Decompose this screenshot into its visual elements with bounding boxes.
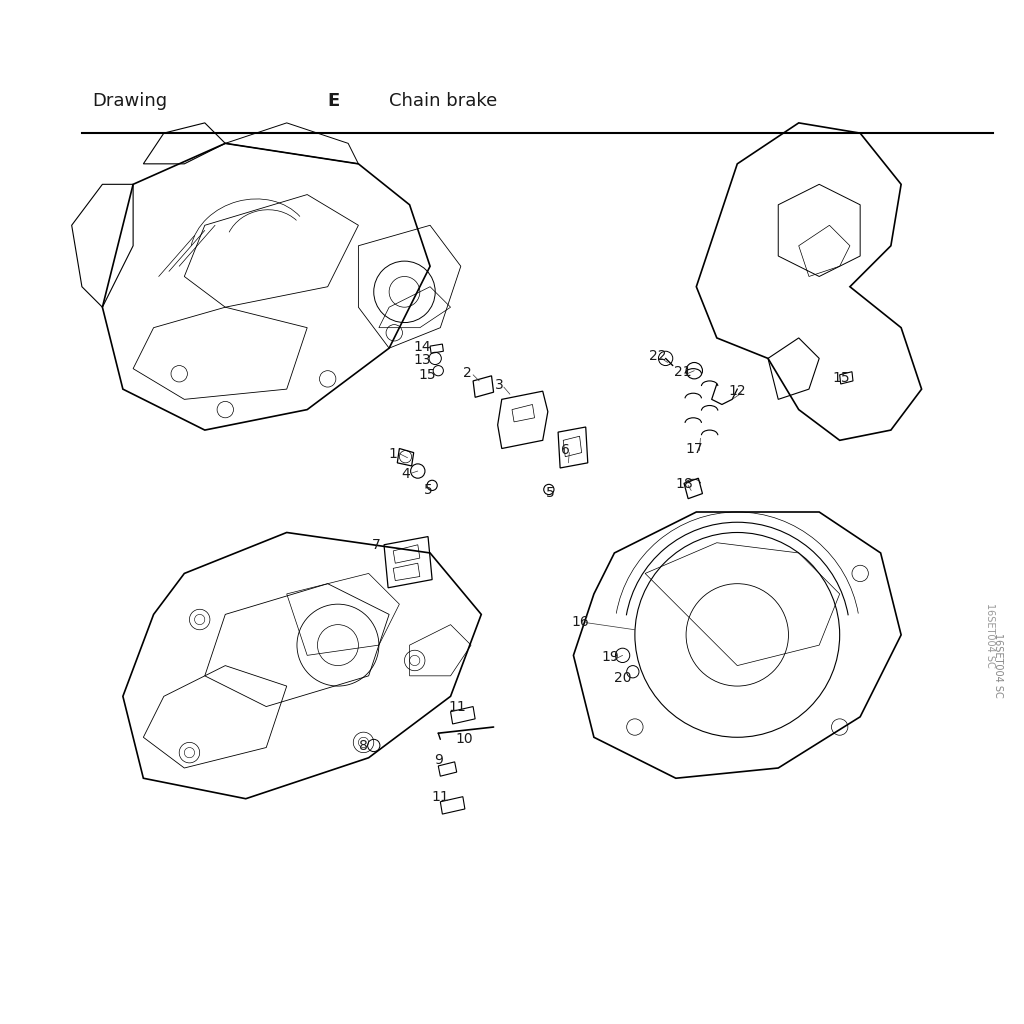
Text: 7: 7 — [372, 538, 381, 552]
Text: 15: 15 — [833, 371, 851, 385]
Text: 22: 22 — [648, 349, 667, 364]
Text: 10: 10 — [455, 732, 473, 746]
Text: 19: 19 — [601, 650, 620, 665]
Text: 2: 2 — [463, 366, 471, 380]
Text: Drawing: Drawing — [92, 92, 167, 111]
Text: 14: 14 — [413, 340, 431, 354]
Text: 11: 11 — [431, 790, 450, 804]
Text: 5: 5 — [424, 483, 432, 498]
Text: E: E — [328, 92, 340, 111]
Text: 1: 1 — [389, 446, 397, 461]
Text: Chain brake: Chain brake — [389, 92, 498, 111]
Text: 6: 6 — [561, 442, 569, 457]
Text: 12: 12 — [728, 384, 746, 398]
Text: 16SET004 SC: 16SET004 SC — [985, 602, 995, 668]
Text: 16SET004 SC: 16SET004 SC — [993, 633, 1004, 698]
Text: 11: 11 — [449, 699, 467, 714]
Text: 9: 9 — [434, 753, 442, 767]
Text: 21: 21 — [674, 365, 692, 379]
Text: 13: 13 — [413, 353, 431, 368]
Text: 17: 17 — [685, 441, 703, 456]
Text: 15: 15 — [418, 368, 436, 382]
Text: 16: 16 — [571, 614, 590, 629]
Text: 20: 20 — [613, 671, 632, 685]
Text: 3: 3 — [496, 378, 504, 392]
Text: 4: 4 — [401, 467, 410, 481]
Text: 18: 18 — [675, 477, 693, 492]
Text: 5: 5 — [546, 485, 554, 500]
Text: 8: 8 — [359, 739, 368, 754]
